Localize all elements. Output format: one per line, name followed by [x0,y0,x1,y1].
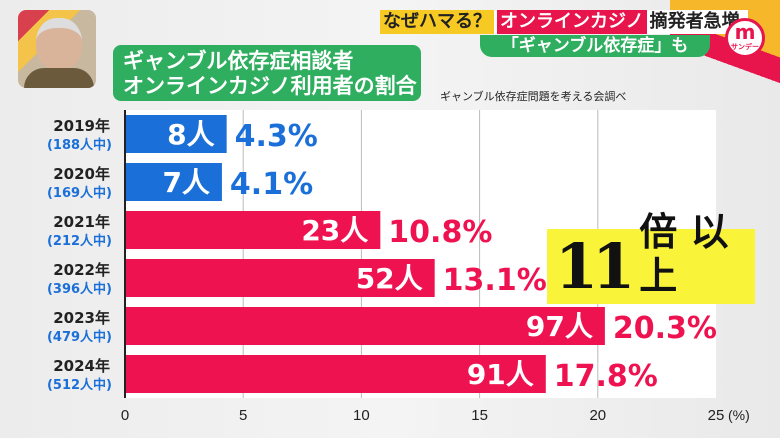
sample-size-label: (479人中) [47,329,112,345]
year-label: 2021年 [53,213,110,231]
bar-value-label: 4.1% [230,167,313,202]
headline-rest: 摘発者急増 [649,11,740,32]
headline-tag: なぜハマる？ [380,10,494,34]
bar-value-label: 20.3% [613,311,717,346]
x-tick-label: 25 [708,407,725,424]
year-label: 2019年 [53,117,110,135]
year-label: 2022年 [53,261,110,279]
x-tick-label: 20 [589,407,606,424]
year-label: 2024年 [53,357,110,375]
callout-number: 11 [555,230,635,303]
source-note: ギャンブル依存症問題を考える会調べ [440,90,627,103]
bar-value-label: 13.1% [443,263,547,298]
title-line-2: オンラインカジノ利用者の割合 [123,74,417,98]
bar [126,307,605,345]
title-line-1: ギャンブル依存症相談者 [123,49,354,73]
bar [126,355,546,393]
year-label: 2023年 [53,309,110,327]
show-logo: m サンデー [725,18,765,58]
bar [126,259,435,297]
bar-count-label: 8人 [167,118,214,151]
x-tick-label: 0 [121,407,129,424]
sample-size-label: (169人中) [47,185,112,201]
year-label: 2020年 [53,165,110,183]
sample-size-label: (188人中) [47,137,112,153]
bar [126,211,381,249]
headline: なぜハマる？ オンラインカジノ 摘発者急増 [380,10,748,34]
bar-count-label: 23人 [301,214,368,247]
sample-size-label: (212人中) [47,233,112,249]
bar-count-label: 91人 [467,358,534,391]
bar-count-label: 7人 [162,166,209,199]
bar-count-label: 52人 [356,262,423,295]
bar [126,115,227,153]
headline-topic: オンラインカジノ [497,10,647,34]
chart-title: ギャンブル依存症相談者 オンラインカジノ利用者の割合 [113,45,421,101]
x-tick-label: 10 [353,407,370,424]
bar-count-label: 97人 [526,310,593,343]
bar-value-label: 10.8% [388,215,492,250]
callout-text: 倍 以上 [639,209,729,298]
headline-sub: 「ギャンブル依存症」も [480,35,710,57]
bar-value-label: 17.8% [554,359,658,394]
sample-size-label: (512人中) [47,377,112,393]
callout-box: 11 倍 以上 [547,210,755,304]
bar-value-label: 4.3% [235,119,318,154]
x-tick-label: 5 [239,407,247,424]
sample-size-label: (396人中) [47,281,112,297]
presenter-thumbnail [18,10,96,88]
x-tick-label: 15 [471,407,488,424]
bar [126,163,222,201]
x-unit-label: (%) [728,407,750,423]
